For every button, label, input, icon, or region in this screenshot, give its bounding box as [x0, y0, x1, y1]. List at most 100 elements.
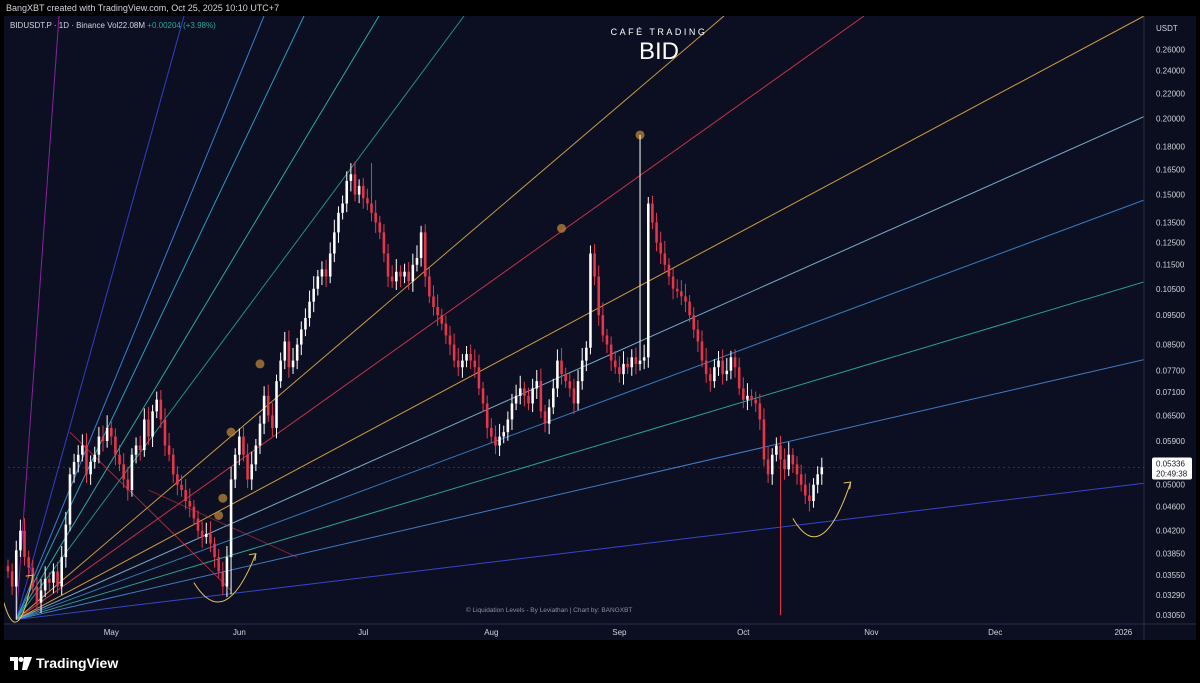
price-tick-label: 0.10500 [1156, 285, 1185, 294]
candle-body [304, 317, 307, 330]
candle-body [498, 436, 501, 446]
candle-body [518, 388, 522, 396]
price-axis-bg [1144, 16, 1196, 640]
candle-body [295, 344, 299, 361]
candle-body [23, 530, 26, 558]
candle-body [81, 445, 84, 455]
price-unit-label: USDT [1156, 24, 1178, 33]
tradingview-logo-icon [10, 656, 32, 670]
candle-body [531, 388, 534, 404]
chart-attribution: BangXBT created with TradingView.com, Oc… [6, 3, 280, 13]
candle-body [155, 399, 158, 412]
candle-body [229, 479, 233, 558]
candle-body [221, 571, 225, 587]
candle-body [200, 530, 204, 538]
candle-body [502, 432, 505, 437]
candle-body [225, 557, 229, 587]
candle-body [60, 557, 63, 587]
candle-body [725, 370, 729, 375]
candle-body [324, 269, 328, 277]
candle-body [473, 360, 477, 368]
brand-watermark: CAFÉ TRADING BID [589, 27, 729, 66]
price-tick-label: 0.09500 [1156, 311, 1185, 320]
candle-body [233, 454, 237, 480]
candle-body [48, 578, 51, 583]
current-price-countdown: 20:49:38 [1156, 470, 1188, 479]
candle-body [6, 566, 10, 572]
candle-body [68, 474, 72, 525]
chart-frame[interactable]: © Liquidation Levels - By Leviathan | Ch… [4, 16, 1196, 640]
time-tick-label: May [104, 628, 119, 637]
change-label: +0.00204 (+3.98%) [147, 21, 216, 30]
candle-body [576, 381, 580, 404]
candle-body [783, 459, 786, 470]
candle-body [680, 291, 683, 297]
candle-body [328, 253, 332, 277]
price-tick-label: 0.26000 [1156, 45, 1185, 54]
candle-body [258, 423, 262, 446]
price-tick-label: 0.04600 [1156, 503, 1185, 512]
price-tick-label: 0.03290 [1156, 591, 1185, 600]
symbol-label[interactable]: BIDUSDT.P · 1D · Binance [10, 21, 105, 30]
liquidation-dot-5 [635, 130, 645, 140]
candle-body [440, 315, 444, 324]
candle-body [585, 347, 588, 361]
time-tick-label: Nov [864, 628, 878, 637]
candle-body [171, 454, 175, 475]
fan-line-7 [15, 16, 865, 620]
fan-line-10 [16, 195, 1155, 621]
current-price-tag [1152, 457, 1192, 480]
candle-body [39, 590, 43, 603]
candle-body [176, 474, 179, 485]
price-tick-label: 0.18000 [1156, 142, 1185, 151]
candle-body [266, 395, 270, 416]
symbol-info[interactable]: BIDUSDT.P · 1D · Binance Vol22.08M +0.00… [10, 21, 216, 30]
candle-body [659, 242, 662, 254]
brand-title: BID [638, 38, 679, 65]
candle-body [370, 203, 373, 213]
candle-body [494, 436, 497, 446]
candle-body [76, 454, 80, 462]
candle-body [85, 445, 88, 475]
candle-body [634, 357, 638, 364]
price-tick-label: 0.05900 [1156, 437, 1185, 446]
chart-canvas[interactable]: © Liquidation Levels - By Leviathan | Ch… [4, 16, 1196, 640]
candle-body [593, 253, 596, 277]
candle-body [630, 357, 634, 368]
candle-body [729, 357, 733, 371]
candle-body [795, 464, 799, 475]
price-tick-label: 0.07100 [1156, 388, 1185, 397]
candle-body [626, 363, 629, 368]
fan-line-9 [16, 111, 1155, 621]
liquidation-dots [214, 130, 645, 520]
candle-body [527, 395, 530, 404]
fan-line-2 [15, 16, 265, 620]
candle-body [551, 388, 555, 408]
candle-body [382, 232, 386, 254]
candle-body [560, 360, 563, 375]
candle-body [671, 276, 675, 289]
candle-body [663, 253, 667, 265]
candle-body [787, 454, 791, 470]
candle-body [642, 357, 646, 361]
candle-body [275, 381, 278, 428]
liquidation-dot-4 [557, 223, 567, 233]
candle-body [746, 395, 749, 400]
candle-body [469, 354, 472, 361]
candle-body [52, 571, 55, 583]
candle-body [580, 360, 584, 382]
candle-body [122, 464, 125, 480]
tradingview-logo[interactable]: TradingView [10, 655, 118, 671]
fan-line-13 [16, 481, 1155, 621]
fan-lines [15, 16, 1155, 621]
candle-body [403, 271, 406, 277]
candle-body [357, 185, 361, 195]
candle-body [10, 571, 14, 587]
candle-body [151, 411, 154, 437]
candle-body [130, 454, 134, 491]
price-tick-label: 0.03550 [1156, 571, 1185, 580]
candle-body [770, 454, 774, 475]
time-tick-label: Sep [612, 628, 627, 637]
candle-body [246, 454, 249, 480]
candle-body [345, 180, 349, 204]
